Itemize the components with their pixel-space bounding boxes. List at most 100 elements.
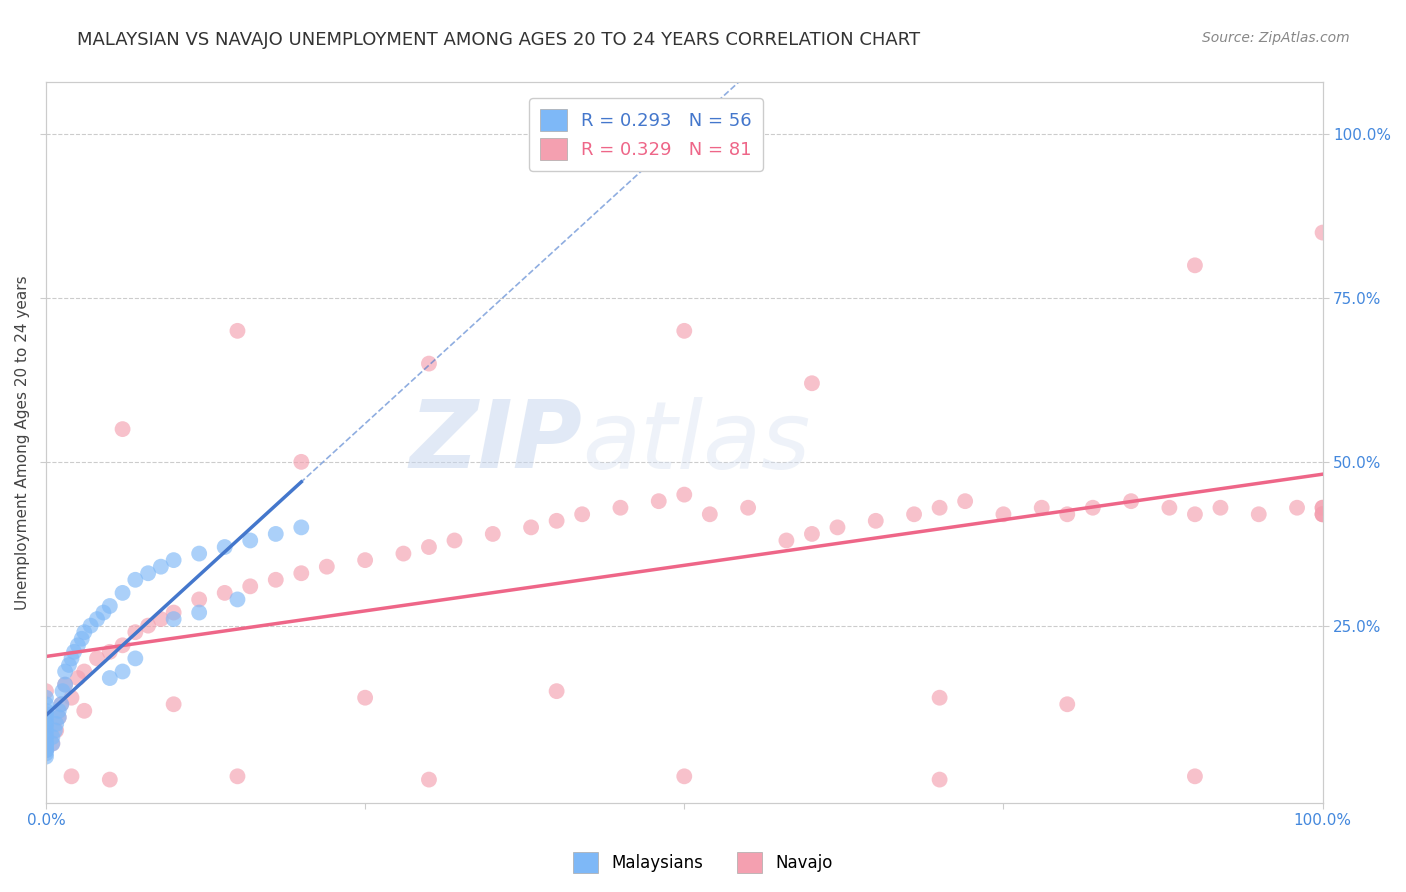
Point xyxy=(35,737,58,751)
Point xyxy=(45,723,67,738)
Legend: Malaysians, Navajo: Malaysians, Navajo xyxy=(567,846,839,880)
Point xyxy=(928,500,950,515)
Point xyxy=(1247,508,1270,522)
Point xyxy=(1312,508,1334,522)
Legend: R = 0.293   N = 56, R = 0.329   N = 81: R = 0.293 N = 56, R = 0.329 N = 81 xyxy=(529,98,763,171)
Point xyxy=(53,677,76,691)
Point xyxy=(1031,500,1053,515)
Point xyxy=(124,651,146,665)
Point xyxy=(1312,226,1334,240)
Point xyxy=(35,747,58,761)
Point xyxy=(264,527,287,541)
Point xyxy=(418,540,440,554)
Point xyxy=(111,586,134,600)
Point xyxy=(60,769,83,783)
Point xyxy=(35,704,58,718)
Point xyxy=(827,520,849,534)
Point xyxy=(1184,258,1206,272)
Point xyxy=(35,710,58,724)
Point xyxy=(800,527,823,541)
Point xyxy=(124,625,146,640)
Point xyxy=(226,592,249,607)
Point xyxy=(73,625,96,640)
Point xyxy=(51,698,73,712)
Text: ZIP: ZIP xyxy=(409,396,582,488)
Point xyxy=(35,690,58,705)
Point xyxy=(41,737,63,751)
Point xyxy=(188,606,211,620)
Point xyxy=(928,690,950,705)
Point xyxy=(1312,508,1334,522)
Point xyxy=(1159,500,1181,515)
Point xyxy=(98,671,121,685)
Point xyxy=(188,547,211,561)
Point xyxy=(546,514,568,528)
Point xyxy=(315,559,337,574)
Point xyxy=(1081,500,1104,515)
Point xyxy=(35,727,58,741)
Point xyxy=(546,684,568,698)
Point xyxy=(354,690,377,705)
Point xyxy=(53,677,76,691)
Point xyxy=(1184,769,1206,783)
Point xyxy=(1312,500,1334,515)
Point xyxy=(60,690,83,705)
Point xyxy=(35,717,58,731)
Point xyxy=(98,645,121,659)
Point xyxy=(124,573,146,587)
Point xyxy=(392,547,415,561)
Point xyxy=(418,357,440,371)
Point xyxy=(60,651,83,665)
Point xyxy=(73,665,96,679)
Point xyxy=(136,566,159,581)
Point xyxy=(35,698,58,712)
Point xyxy=(48,704,70,718)
Point xyxy=(35,743,58,757)
Point xyxy=(51,698,73,712)
Point xyxy=(1119,494,1142,508)
Point xyxy=(86,651,108,665)
Point xyxy=(48,710,70,724)
Point xyxy=(673,769,696,783)
Point xyxy=(41,737,63,751)
Point xyxy=(111,638,134,652)
Point xyxy=(418,772,440,787)
Point xyxy=(66,638,89,652)
Y-axis label: Unemployment Among Ages 20 to 24 years: Unemployment Among Ages 20 to 24 years xyxy=(15,275,30,609)
Point xyxy=(1312,508,1334,522)
Point xyxy=(290,455,312,469)
Point xyxy=(35,737,58,751)
Point xyxy=(571,508,593,522)
Point xyxy=(35,717,58,731)
Point xyxy=(239,579,262,593)
Point xyxy=(149,559,172,574)
Point xyxy=(1312,500,1334,515)
Point xyxy=(149,612,172,626)
Point xyxy=(35,739,58,754)
Point xyxy=(58,657,80,672)
Point xyxy=(481,527,503,541)
Point xyxy=(35,714,58,728)
Point xyxy=(865,514,887,528)
Point xyxy=(443,533,465,548)
Point xyxy=(162,612,184,626)
Point xyxy=(98,599,121,613)
Point xyxy=(70,632,93,646)
Point xyxy=(111,422,134,436)
Point xyxy=(111,665,134,679)
Point xyxy=(41,730,63,744)
Point xyxy=(609,500,631,515)
Text: atlas: atlas xyxy=(582,397,810,488)
Point xyxy=(48,710,70,724)
Point xyxy=(35,739,58,754)
Point xyxy=(928,772,950,787)
Point xyxy=(35,743,58,757)
Point xyxy=(79,618,101,632)
Point xyxy=(35,707,58,722)
Point xyxy=(290,566,312,581)
Point xyxy=(35,720,58,734)
Point xyxy=(35,684,58,698)
Text: MALAYSIAN VS NAVAJO UNEMPLOYMENT AMONG AGES 20 TO 24 YEARS CORRELATION CHART: MALAYSIAN VS NAVAJO UNEMPLOYMENT AMONG A… xyxy=(77,31,921,49)
Point xyxy=(648,494,671,508)
Point xyxy=(66,671,89,685)
